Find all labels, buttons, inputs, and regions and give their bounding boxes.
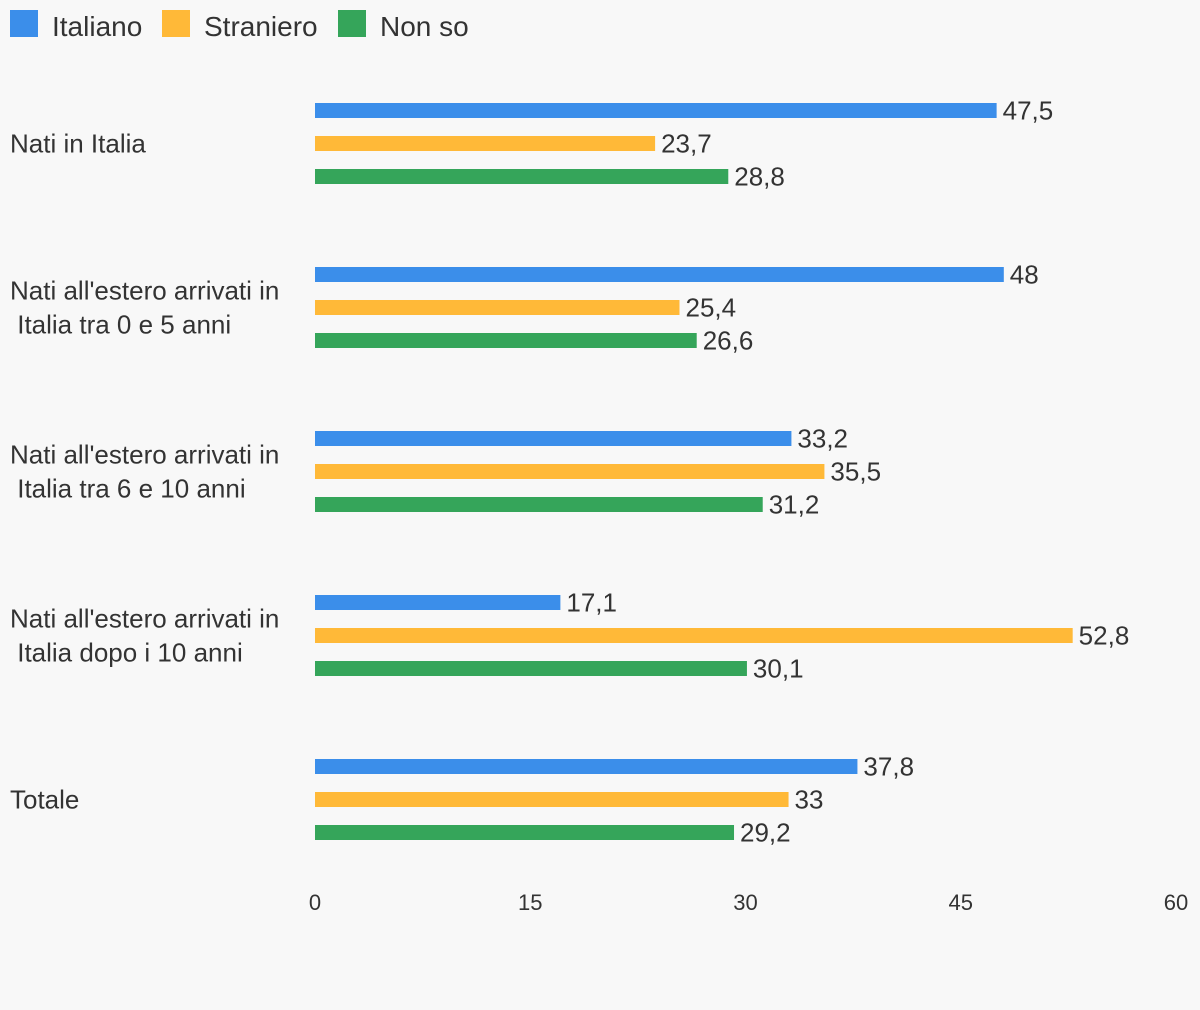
x-tick-label: 0 [309,890,321,915]
bar-non-so [315,169,729,184]
x-tick-label: 45 [949,890,973,915]
category-label: Nati all'estero arrivati in [10,604,279,634]
category-label: Italia tra 6 e 10 anni [10,474,246,504]
value-label: 47,5 [1003,96,1054,126]
category-label: Italia dopo i 10 anni [10,638,243,668]
category-label: Nati in Italia [10,129,146,159]
value-label: 33 [795,785,824,815]
legend-swatch-0 [10,10,38,37]
value-labels: 47,5 48 33,2 17,1 37,8 23,7 25,4 35,5 52,8 33 28,8… [566,96,1129,848]
category-label: Nati all'estero arrivati in [10,276,279,306]
category-label: Italia tra 0 e 5 anni [10,310,231,340]
value-label: 17,1 [566,588,617,618]
bar-straniero [315,628,1073,643]
bar-straniero [315,792,789,807]
x-tick-label: 30 [733,890,757,915]
bar-non-so [315,825,735,840]
value-label: 35,5 [830,457,881,487]
bar-italiano [315,431,792,446]
x-tick-label: 60 [1164,890,1188,915]
bar-italiano [315,103,997,118]
value-label: 25,4 [685,293,736,323]
legend-swatch-1 [162,10,190,37]
value-label: 37,8 [863,752,914,782]
value-label: 28,8 [734,162,785,192]
value-label: 48 [1010,260,1039,290]
category-labels: Nati in Italia Nati all'estero arrivati i… [10,129,279,815]
legend-swatch-2 [338,10,366,37]
bar-straniero [315,300,680,315]
value-label: 31,2 [769,490,820,520]
bar-non-so [315,661,747,676]
legend: Italiano Straniero Non so [10,10,469,42]
legend-label-1: Straniero [204,11,318,42]
bar-straniero [315,136,656,151]
legend-label-0: Italiano [52,11,142,42]
bar-italiano [315,267,1004,282]
bar-straniero [315,464,825,479]
bar-non-so [315,497,763,512]
category-label: Nati all'estero arrivati in [10,440,279,470]
value-label: 26,6 [703,326,754,356]
bar-non-so [315,333,697,348]
bars [315,103,1073,840]
bar-italiano [315,595,561,610]
value-label: 33,2 [797,424,848,454]
bar-italiano [315,759,858,774]
x-axis-ticks: 0 15 30 45 60 [309,890,1188,915]
x-tick-label: 15 [518,890,542,915]
value-label: 29,2 [740,818,791,848]
legend-label-2: Non so [380,11,469,42]
value-label: 23,7 [661,129,712,159]
value-label: 30,1 [753,654,804,684]
category-label: Totale [10,785,79,815]
value-label: 52,8 [1079,621,1130,651]
